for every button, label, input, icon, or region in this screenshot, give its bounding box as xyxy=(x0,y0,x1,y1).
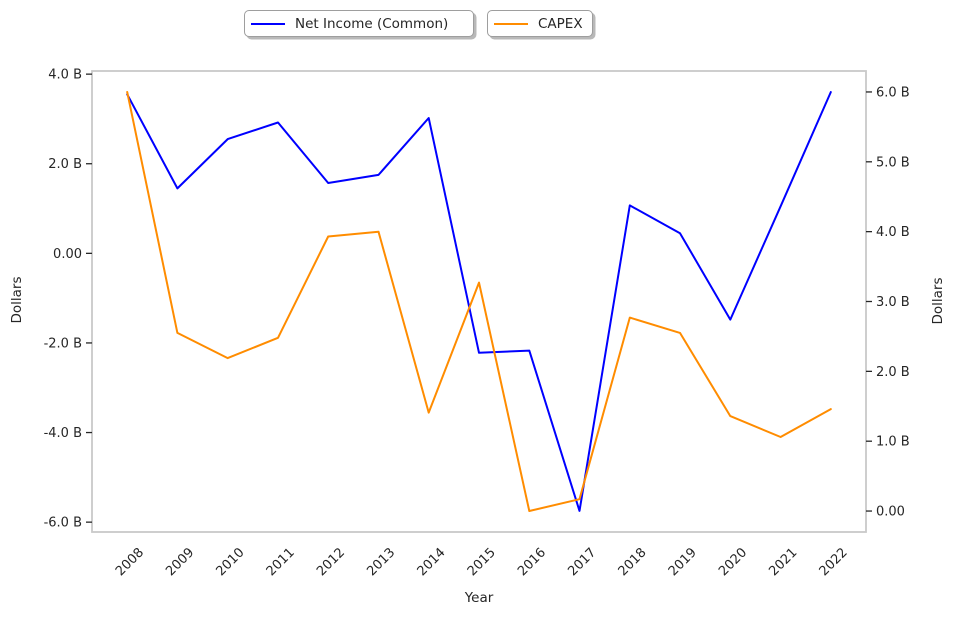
x-axis-tick-label: 2008 xyxy=(113,545,147,579)
y-axis-left-tick-label: -6.0 B xyxy=(44,516,82,531)
legend-capex: CAPEX xyxy=(487,10,593,37)
y-axis-right-tick-label: 4.0 B xyxy=(876,225,910,240)
x-axis-tick-label: 2015 xyxy=(465,545,499,579)
plot-frame xyxy=(91,70,867,533)
series-line-capex xyxy=(126,91,832,512)
x-axis-tick-label: 2013 xyxy=(364,545,398,579)
x-axis-label: Year xyxy=(464,590,494,606)
x-axis-tick-label: 2022 xyxy=(817,545,851,579)
x-axis-tick-label: 2009 xyxy=(163,545,197,579)
legend-net-income: Net Income (Common) xyxy=(244,10,474,37)
x-axis-tick-label: 2016 xyxy=(515,545,549,579)
legend-line-icon-net-income xyxy=(251,22,285,25)
series-line-net-income-common xyxy=(126,91,832,512)
x-axis-tick-label: 2017 xyxy=(565,545,599,579)
x-axis-tick-label: 2010 xyxy=(214,545,248,579)
x-axis-tick-label: 2021 xyxy=(766,545,800,579)
y-axis-right-tick-label: 3.0 B xyxy=(876,295,910,310)
y-axis-right-tick-label: 5.0 B xyxy=(876,155,910,170)
y-axis-label-left: Dollars xyxy=(9,276,25,324)
legend-label-net-income: Net Income (Common) xyxy=(295,15,449,32)
y-axis-right-tick-label: 2.0 B xyxy=(876,365,910,380)
x-axis-tick-label: 2018 xyxy=(616,545,650,579)
y-axis-left-tick-label: 4.0 B xyxy=(48,68,82,83)
y-axis-left-tick-label: -4.0 B xyxy=(44,426,82,441)
y-axis-left-tick-label: -2.0 B xyxy=(44,336,82,351)
y-axis-right-tick-label: 0.00 xyxy=(876,505,905,520)
legend-label-capex: CAPEX xyxy=(538,15,583,32)
y-axis-right-tick-label: 6.0 B xyxy=(876,85,910,100)
x-axis-tick-label: 2020 xyxy=(716,545,750,579)
y-axis-right-tick-label: 1.0 B xyxy=(876,435,910,450)
x-axis-tick-label: 2012 xyxy=(314,545,348,579)
x-axis-tick-label: 2011 xyxy=(264,545,298,579)
legend-line-icon-capex xyxy=(494,22,528,25)
y-axis-left-tick-label: 2.0 B xyxy=(48,157,82,172)
y-axis-left-tick-label: 0.00 xyxy=(53,247,82,262)
x-axis-tick-label: 2014 xyxy=(415,545,449,579)
y-axis-label-right: Dollars xyxy=(930,277,946,325)
x-axis-tick-label: 2019 xyxy=(666,545,700,579)
